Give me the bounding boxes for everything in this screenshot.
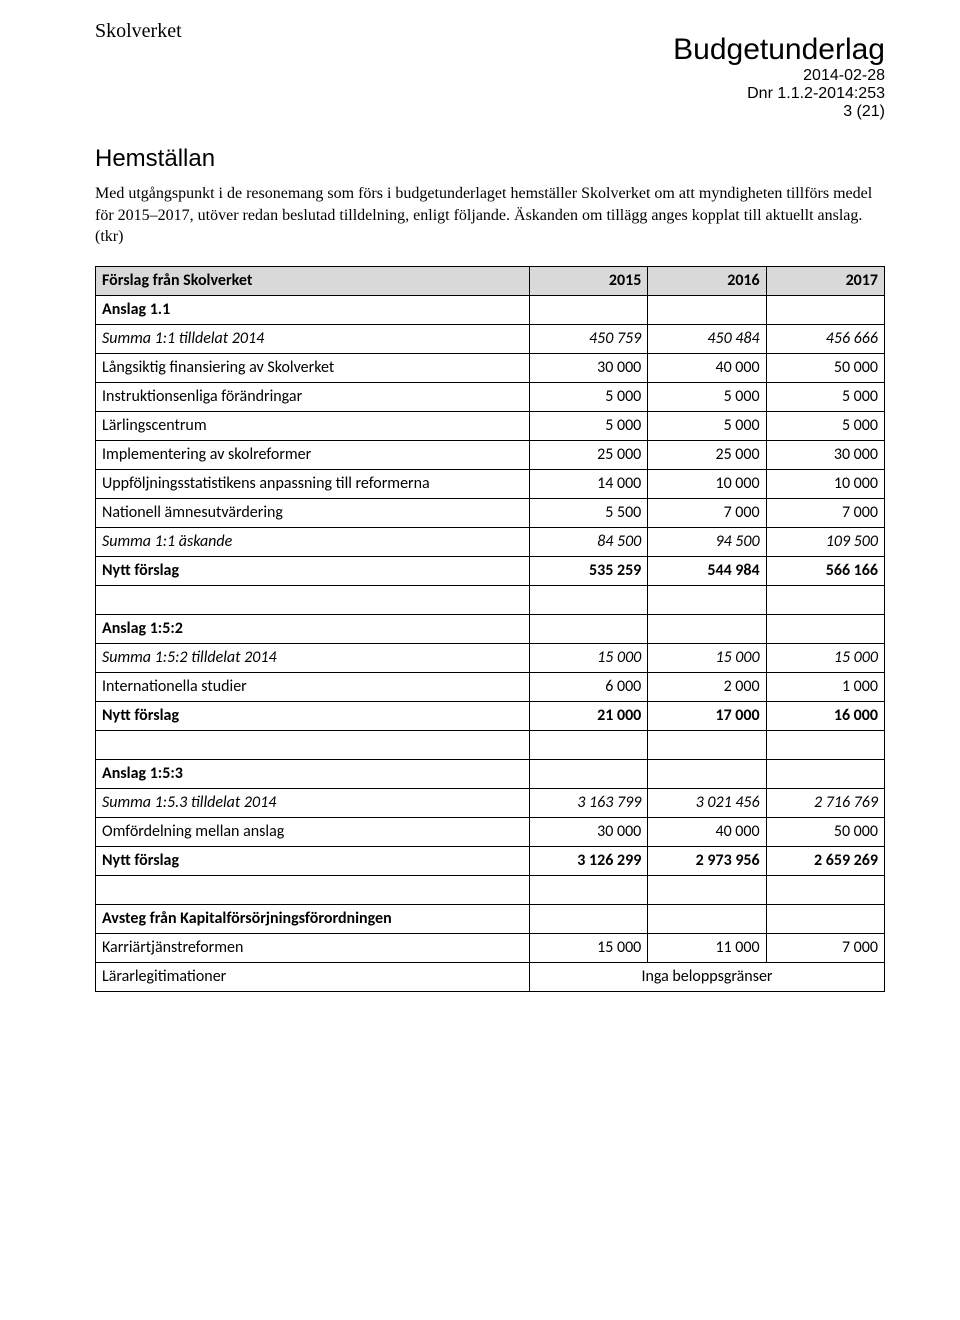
table-row: Karriärtjänstreformen 15 000 11 000 7 00…	[96, 933, 885, 962]
table-row: Lärarlegitimationer Inga beloppsgränser	[96, 962, 885, 991]
page: Skolverket Budgetunderlag 2014-02-28 Dnr…	[0, 0, 960, 1032]
table-row	[96, 730, 885, 759]
header-label: Förslag från Skolverket	[96, 266, 530, 295]
doc-date: 2014-02-28	[95, 67, 885, 85]
table-row: Anslag 1.1	[96, 295, 885, 324]
header-2017: 2017	[766, 266, 884, 295]
table-row	[96, 875, 885, 904]
section-body: Med utgångspunkt i de resonemang som för…	[95, 183, 885, 248]
header-2015: 2015	[529, 266, 647, 295]
doc-dnr: Dnr 1.1.2-2014:253	[95, 85, 885, 103]
doc-title: Budgetunderlag	[95, 33, 885, 67]
table-row: Summa 1:1 tilldelat 2014 450 759 450 484…	[96, 324, 885, 353]
table-row: Anslag 1:5:3	[96, 759, 885, 788]
anslag11-label: Anslag 1.1	[96, 295, 530, 324]
header-right: Budgetunderlag 2014-02-28 Dnr 1.1.2-2014…	[95, 33, 885, 121]
header-2016: 2016	[648, 266, 766, 295]
table-row: Lärlingscentrum 5 000 5 000 5 000	[96, 411, 885, 440]
table-row: Nytt förslag 3 126 299 2 973 956 2 659 2…	[96, 846, 885, 875]
table-row: Omfördelning mellan anslag 30 000 40 000…	[96, 817, 885, 846]
budget-table: Förslag från Skolverket 2015 2016 2017 A…	[95, 266, 885, 992]
table-header-row: Förslag från Skolverket 2015 2016 2017	[96, 266, 885, 295]
table-row: Summa 1:5:2 tilldelat 2014 15 000 15 000…	[96, 643, 885, 672]
table-row: Avsteg från Kapitalförsörjningsförordnin…	[96, 904, 885, 933]
table-row: Anslag 1:5:2	[96, 614, 885, 643]
table-row: Nytt förslag 21 000 17 000 16 000	[96, 701, 885, 730]
table-row: Instruktionsenliga förändringar 5 000 5 …	[96, 382, 885, 411]
header: Skolverket Budgetunderlag 2014-02-28 Dnr…	[95, 20, 885, 121]
doc-page: 3 (21)	[95, 103, 885, 121]
table-row: Nytt förslag 535 259 544 984 566 166	[96, 556, 885, 585]
section-title: Hemställan	[95, 145, 885, 173]
table-row: Uppföljningsstatistikens anpassning till…	[96, 469, 885, 498]
table-row: Implementering av skolreformer 25 000 25…	[96, 440, 885, 469]
table-row: Summa 1:1 äskande 84 500 94 500 109 500	[96, 527, 885, 556]
table-row: Långsiktig finansiering av Skolverket 30…	[96, 353, 885, 382]
table-row: Internationella studier 6 000 2 000 1 00…	[96, 672, 885, 701]
table-row: Nationell ämnesutvärdering 5 500 7 000 7…	[96, 498, 885, 527]
table-row: Summa 1:5.3 tilldelat 2014 3 163 799 3 0…	[96, 788, 885, 817]
table-row	[96, 585, 885, 614]
